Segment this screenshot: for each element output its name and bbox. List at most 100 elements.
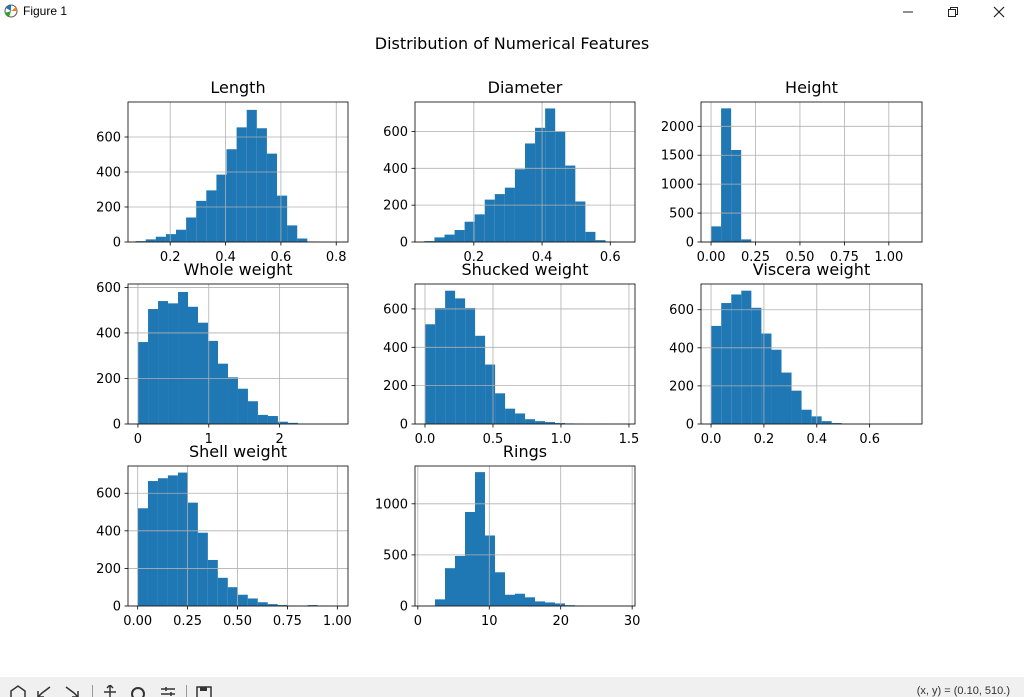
back-icon[interactable]	[34, 685, 54, 697]
histogram-bar	[137, 508, 148, 606]
y-tick-label: 0	[400, 418, 408, 433]
y-tick-label: 400	[383, 162, 408, 177]
axes-frame	[127, 465, 349, 607]
histogram-bar	[555, 423, 566, 424]
histogram-bar	[505, 594, 515, 606]
histogram-bar	[217, 577, 228, 606]
x-tick-label: 0.75	[830, 250, 859, 265]
subplot-5: 0.0 0.5 1.0 1.5 0 200 400 600 Shucked weight	[383, 260, 639, 447]
y-tick-label: 400	[96, 524, 121, 539]
histogram-bar	[237, 594, 248, 606]
subplot-6: 0.0 0.2 0.4 0.6 0 200 400 600 Viscera weight	[669, 260, 923, 447]
subplot-title: Height	[785, 78, 838, 97]
histogram-bar	[425, 324, 436, 424]
x-tick-label: 0.6	[600, 250, 621, 265]
histogram-bar	[226, 149, 237, 242]
home-icon[interactable]	[8, 685, 28, 697]
histogram-bar	[555, 131, 566, 242]
histogram-bar	[178, 291, 189, 424]
axes-frame	[700, 283, 923, 425]
histogram-bar	[475, 472, 485, 606]
subplots-icon[interactable]	[158, 685, 178, 697]
x-tick-label: 0.50	[785, 250, 814, 265]
histogram-bar	[494, 194, 505, 242]
pan-icon[interactable]	[100, 685, 120, 697]
histogram-bar	[157, 478, 168, 606]
x-tick-label: 0.2	[160, 250, 181, 265]
axes-frame	[414, 101, 636, 243]
histogram-bar	[711, 325, 722, 424]
x-tick-label: 1.00	[323, 614, 352, 629]
histogram-bar	[525, 597, 535, 606]
y-tick-label: 600	[96, 281, 121, 296]
subplot-7: 0.00 0.25 0.50 0.75 1.00 0 200 400 600 Shell weig…	[96, 442, 352, 629]
histogram-bar	[207, 340, 218, 424]
histogram-bar	[147, 481, 158, 606]
subplot-title: Diameter	[488, 78, 563, 97]
save-icon[interactable]	[194, 685, 214, 697]
histogram-bar	[525, 419, 536, 424]
histogram-bar	[138, 342, 149, 424]
histogram-bar	[277, 195, 288, 242]
y-tick-label: 400	[383, 341, 408, 356]
x-tick-label: 0.50	[223, 614, 252, 629]
forward-icon[interactable]	[62, 685, 82, 697]
window-title-bar: Figure 1	[0, 0, 1024, 23]
x-tick-label: 0.75	[273, 614, 302, 629]
histogram-bar	[237, 388, 248, 424]
histogram-bar	[741, 290, 752, 424]
histogram-bar	[781, 372, 792, 424]
x-tick-label: 0	[414, 614, 422, 629]
y-tick-label: 200	[669, 379, 694, 394]
minimize-button[interactable]	[885, 0, 931, 23]
maximize-button[interactable]	[930, 0, 976, 23]
histogram-bar	[711, 226, 722, 242]
x-tick-label: 1.0	[551, 432, 572, 447]
x-tick-label: 0.5	[483, 432, 504, 447]
histogram-bar	[227, 377, 238, 424]
toolbar-separator	[92, 685, 93, 697]
histogram-bar	[821, 421, 832, 424]
y-tick-label: 0	[686, 418, 694, 433]
y-tick-label: 1500	[661, 149, 694, 164]
close-button[interactable]	[976, 0, 1022, 23]
histogram-bar	[525, 143, 536, 242]
figure-canvas[interactable]: Distribution of Numerical Features 0.2 0.…	[0, 23, 1024, 677]
histogram-bar	[434, 237, 445, 242]
y-tick-label: 1000	[661, 178, 694, 193]
histogram-bar	[595, 240, 606, 242]
y-tick-label: 0	[113, 236, 121, 251]
x-tick-label: 10	[481, 614, 498, 629]
y-tick-label: 400	[96, 166, 121, 181]
x-tick-label: 0.8	[326, 250, 347, 265]
histogram-bar	[445, 290, 456, 424]
histogram-bar	[206, 190, 217, 242]
histogram-bar	[207, 559, 218, 606]
histogram-bar	[731, 150, 742, 242]
axes-frame	[127, 283, 349, 425]
histogram-bar	[761, 333, 772, 424]
x-tick-label: 0.6	[859, 432, 880, 447]
matplotlib-logo-icon	[4, 4, 18, 18]
y-tick-label: 600	[383, 125, 408, 140]
x-tick-label: 0.6	[271, 250, 292, 265]
figure-suptitle: Distribution of Numerical Features	[375, 34, 649, 53]
histogram-bar	[575, 201, 586, 242]
histogram-bar	[247, 401, 258, 424]
y-tick-label: 600	[96, 487, 121, 502]
histogram-bar	[555, 603, 565, 606]
subplot-title: Viscera weight	[753, 260, 870, 279]
histogram-bar	[495, 393, 506, 424]
histogram-bar	[454, 230, 465, 242]
x-tick-label: 0.25	[173, 614, 202, 629]
histogram-bar	[505, 408, 516, 424]
histogram-bar	[465, 511, 475, 606]
histogram-bar	[236, 127, 247, 242]
subplot-title: Shucked weight	[462, 260, 589, 279]
histogram-bar	[227, 587, 238, 606]
x-tick-label: 0.0	[701, 432, 722, 447]
zoom-icon[interactable]	[128, 685, 148, 697]
x-tick-label: 0.4	[806, 432, 827, 447]
y-tick-label: 0	[400, 600, 408, 615]
histogram-bar	[168, 303, 179, 424]
